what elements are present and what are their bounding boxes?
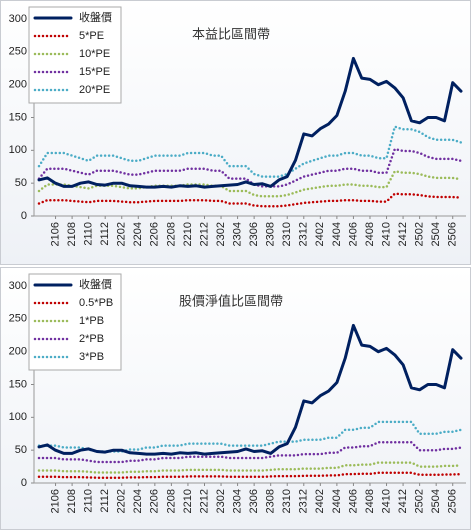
series-line — [37, 420, 463, 453]
y-tick-label: 150 — [9, 378, 27, 390]
y-tick-label: 300 — [9, 13, 27, 25]
x-tick-label: 2310 — [281, 489, 293, 513]
legend-box — [28, 6, 122, 104]
x-tick-label: 2406 — [347, 222, 359, 246]
x-tick-label: 2108 — [66, 222, 78, 246]
y-tick-label: 100 — [9, 411, 27, 423]
x-tick-label: 2206 — [149, 489, 161, 513]
series-line — [37, 441, 463, 464]
x-tick-label: 2506 — [447, 222, 459, 246]
legend-label: 0.5*PB — [79, 297, 113, 309]
x-tick-label: 2204 — [132, 489, 144, 513]
x-tick-label: 2306 — [248, 489, 260, 513]
x-tick-label: 2504 — [430, 489, 442, 513]
x-tick-label: 2404 — [331, 222, 343, 246]
x-tick-label: 2208 — [165, 222, 177, 246]
x-tick-label: 2304 — [231, 489, 243, 513]
series-line — [37, 192, 463, 208]
chart: 本益比區間帶 0 50 100 150 200 250 300 2106 2108 2110 2112… — [9, 6, 466, 246]
y-tick-label: 100 — [9, 144, 27, 156]
y-tick-label: 250 — [9, 313, 27, 325]
x-tick-label: 2110 — [83, 222, 95, 246]
x-tick-label: 2410 — [380, 222, 392, 246]
x-tick-label: 2502 — [414, 222, 426, 246]
y-tick-label: 50 — [15, 177, 27, 189]
x-tick-label: 2110 — [83, 489, 95, 513]
x-tick-label: 2112 — [99, 489, 111, 513]
y-tick-label: 150 — [9, 111, 27, 123]
y-tick-label: 50 — [15, 444, 27, 456]
x-tick-label: 2502 — [414, 489, 426, 513]
x-tick-label: 2202 — [116, 489, 128, 513]
series-line — [37, 170, 463, 198]
x-tick-label: 2402 — [314, 489, 326, 513]
x-tick-label: 2312 — [298, 489, 310, 513]
x-tick-label: 2506 — [447, 489, 459, 513]
x-tick-label: 2306 — [248, 222, 260, 246]
series-line — [37, 323, 463, 456]
x-tick-label: 2304 — [231, 222, 243, 246]
x-tick-label: 2302 — [215, 222, 227, 246]
legend-label: 20*PE — [79, 84, 110, 96]
legend-label: 1*PB — [79, 315, 104, 327]
series-line — [37, 125, 463, 178]
y-tick-label: 250 — [9, 46, 27, 58]
x-tick-label: 2310 — [281, 222, 293, 246]
series-line — [37, 471, 463, 479]
x-tick-label: 2312 — [298, 222, 310, 246]
legend-label: 3*PB — [79, 351, 104, 363]
x-tick-label: 2108 — [66, 489, 78, 513]
x-tick-label: 2112 — [99, 222, 111, 246]
chart-title: 本益比區間帶 — [192, 26, 270, 41]
x-tick-label: 2404 — [331, 489, 343, 513]
legend-label: 5*PE — [79, 30, 104, 42]
x-tick-label: 2212 — [198, 222, 210, 246]
x-tick-label: 2412 — [397, 222, 409, 246]
legend-label: 收盤價 — [79, 10, 112, 24]
chart-title: 股價淨值比區間帶 — [179, 293, 283, 308]
x-tick-label: 2308 — [265, 489, 277, 513]
x-tick-label: 2210 — [182, 489, 194, 513]
legend-label: 2*PB — [79, 333, 104, 345]
chart-panel: 股價淨值比區間帶 0 50 100 150 200 250 300 2106 2108 2110 21… — [0, 267, 471, 530]
series-line — [37, 56, 463, 189]
x-tick-label: 2402 — [314, 222, 326, 246]
x-tick-label: 2202 — [116, 222, 128, 246]
x-tick-label: 2106 — [49, 222, 61, 246]
x-tick-label: 2106 — [49, 489, 61, 513]
y-tick-label: 200 — [9, 346, 27, 358]
x-tick-label: 2410 — [380, 489, 392, 513]
x-tick-label: 2408 — [364, 489, 376, 513]
x-tick-label: 2412 — [397, 489, 409, 513]
x-tick-label: 2212 — [198, 489, 210, 513]
chart: 股價淨值比區間帶 0 50 100 150 200 250 300 2106 2108 2110 21… — [9, 273, 466, 513]
x-tick-label: 2302 — [215, 489, 227, 513]
x-tick-label: 2308 — [265, 222, 277, 246]
x-tick-label: 2204 — [132, 222, 144, 246]
y-tick-label: 0 — [21, 477, 27, 489]
y-tick-label: 200 — [9, 79, 27, 91]
y-tick-label: 0 — [21, 210, 27, 222]
legend-label: 15*PE — [79, 66, 110, 78]
legend-box — [28, 273, 122, 371]
series-line — [37, 461, 463, 474]
legend-label: 10*PE — [79, 48, 110, 60]
x-tick-label: 2206 — [149, 222, 161, 246]
x-tick-label: 2208 — [165, 489, 177, 513]
x-tick-label: 2408 — [364, 222, 376, 246]
series-line — [37, 147, 463, 188]
legend-label: 收盤價 — [79, 277, 112, 291]
y-tick-label: 300 — [9, 280, 27, 292]
x-tick-label: 2210 — [182, 222, 194, 246]
chart-panel: 本益比區間帶 0 50 100 150 200 250 300 2106 2108 2110 2112… — [0, 0, 471, 265]
x-tick-label: 2406 — [347, 489, 359, 513]
x-tick-label: 2504 — [430, 222, 442, 246]
